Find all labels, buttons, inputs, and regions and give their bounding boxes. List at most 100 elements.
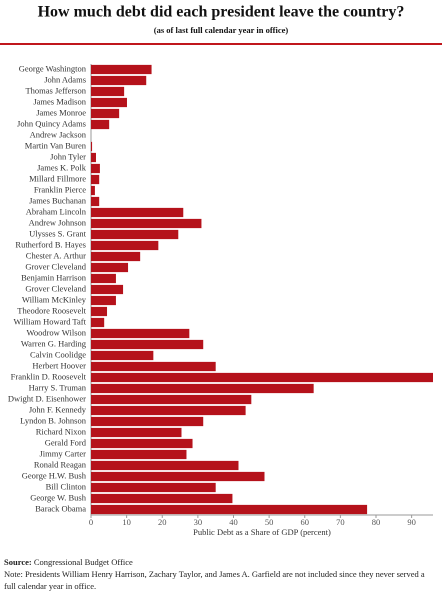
bar xyxy=(91,174,100,185)
chart: How much debt did each president leave t… xyxy=(0,4,442,537)
y-tick-label: John Adams xyxy=(44,74,86,84)
bar xyxy=(91,284,124,295)
bar xyxy=(91,163,100,174)
y-tick-label: Franklin D. Roosevelt xyxy=(11,371,87,381)
y-tick-label: Theodore Roosevelt xyxy=(17,305,86,315)
y-tick-label: Harry S. Truman xyxy=(29,382,87,392)
bar xyxy=(91,449,187,460)
x-tick-label: 10 xyxy=(122,517,131,527)
y-tick-label: Ronald Reagan xyxy=(34,459,87,469)
bar xyxy=(91,295,116,306)
y-tick-label: Barack Obama xyxy=(35,503,86,513)
bar xyxy=(91,427,182,438)
y-tick-label: Franklin Pierce xyxy=(34,184,86,194)
y-tick-label: James Madison xyxy=(33,96,86,106)
y-tick-label: Thomas Jefferson xyxy=(25,85,86,95)
y-tick-label: Gerald Ford xyxy=(45,437,87,447)
x-tick-label: 30 xyxy=(194,517,203,527)
y-tick-label: Ulysses S. Grant xyxy=(29,228,87,238)
x-tick-label: 90 xyxy=(407,517,416,527)
bar xyxy=(91,372,433,383)
x-tick-label: 80 xyxy=(372,517,381,527)
y-tick-label: Martin Van Buren xyxy=(25,140,87,150)
y-tick-label: Richard Nixon xyxy=(36,426,87,436)
source-label: Source: xyxy=(4,557,32,567)
y-tick-label: Woodrow Wilson xyxy=(27,327,87,337)
y-tick-label: John F. Kennedy xyxy=(29,404,87,414)
x-tick-label: 40 xyxy=(229,517,238,527)
note: Note: Presidents William Henry Harrison,… xyxy=(4,569,425,591)
bar xyxy=(91,361,216,372)
bar xyxy=(91,471,265,482)
y-tick-label: James K. Polk xyxy=(37,162,87,172)
bar xyxy=(91,273,116,284)
y-tick-label: George H.W. Bush xyxy=(22,470,87,480)
bar xyxy=(91,97,127,108)
bar xyxy=(91,482,216,493)
y-tick-label: George Washington xyxy=(19,63,87,73)
y-tick-label: John Quincy Adams xyxy=(17,118,86,128)
y-tick-label: Warren G. Harding xyxy=(21,338,87,348)
bar xyxy=(91,394,252,405)
y-tick-label: Andrew Johnson xyxy=(29,217,87,227)
y-tick-label: James Monroe xyxy=(36,107,86,117)
bar xyxy=(91,383,314,394)
bar xyxy=(91,416,204,427)
source-text: Congressional Budget Office xyxy=(33,557,133,567)
y-tick-label: William Howard Taft xyxy=(13,316,86,326)
x-tick-label: 50 xyxy=(265,517,274,527)
x-tick-label: 0 xyxy=(89,517,93,527)
y-tick-label: Grover Cleveland xyxy=(25,283,86,293)
bar xyxy=(91,196,100,207)
y-tick-label: George W. Bush xyxy=(30,492,87,502)
y-tick-label: Abraham Lincoln xyxy=(26,206,87,216)
y-tick-label: Millard Fillmore xyxy=(29,173,86,183)
y-tick-label: Calvin Coolidge xyxy=(30,349,86,359)
y-tick-label: Herbert Hoover xyxy=(32,360,86,370)
bar xyxy=(91,119,110,130)
bar xyxy=(91,75,147,86)
y-tick-label: Grover Cleveland xyxy=(25,261,86,271)
y-tick-label: John Tyler xyxy=(50,151,86,161)
bar xyxy=(91,405,246,416)
bar xyxy=(91,207,184,218)
bar xyxy=(91,86,125,97)
bar xyxy=(91,152,96,163)
source: Source: Congressional Budget Office xyxy=(4,556,436,568)
bar xyxy=(91,108,120,119)
x-tick-label: 60 xyxy=(301,517,310,527)
bar xyxy=(91,218,202,229)
chart-subtitle: (as of last full calendar year in office… xyxy=(154,25,289,35)
footer: Source: Congressional Budget Office Note… xyxy=(4,556,436,592)
bar xyxy=(91,339,204,350)
y-tick-label: Bill Clinton xyxy=(46,481,87,491)
y-tick-label: James Buchanan xyxy=(29,195,87,205)
bar xyxy=(91,229,179,240)
y-tick-label: Chester A. Arthur xyxy=(26,250,86,260)
bar xyxy=(91,350,154,361)
y-tick-label: Rutherford B. Hayes xyxy=(15,239,86,249)
bar xyxy=(91,306,108,317)
y-tick-label: William McKinley xyxy=(22,294,87,304)
bar xyxy=(91,493,233,504)
bar xyxy=(91,141,93,152)
x-axis-label: Public Debt as a Share of GDP (percent) xyxy=(193,527,331,537)
bar xyxy=(91,240,159,251)
bar xyxy=(91,251,141,262)
x-tick-label: 20 xyxy=(158,517,167,527)
y-tick-label: Benjamin Harrison xyxy=(21,272,87,282)
bar xyxy=(91,460,239,471)
bar xyxy=(91,328,190,339)
bar xyxy=(91,317,105,328)
y-tick-label: Dwight D. Eisenhower xyxy=(8,393,86,403)
bar xyxy=(91,64,152,75)
bar xyxy=(91,504,368,515)
bar xyxy=(91,262,129,273)
bar xyxy=(91,438,193,449)
x-tick-label: 70 xyxy=(336,517,345,527)
chart-title: How much debt did each president leave t… xyxy=(38,4,405,21)
y-tick-label: Andrew Jackson xyxy=(30,129,87,139)
y-tick-label: Lyndon B. Johnson xyxy=(20,415,87,425)
y-tick-label: Jimmy Carter xyxy=(39,448,86,458)
